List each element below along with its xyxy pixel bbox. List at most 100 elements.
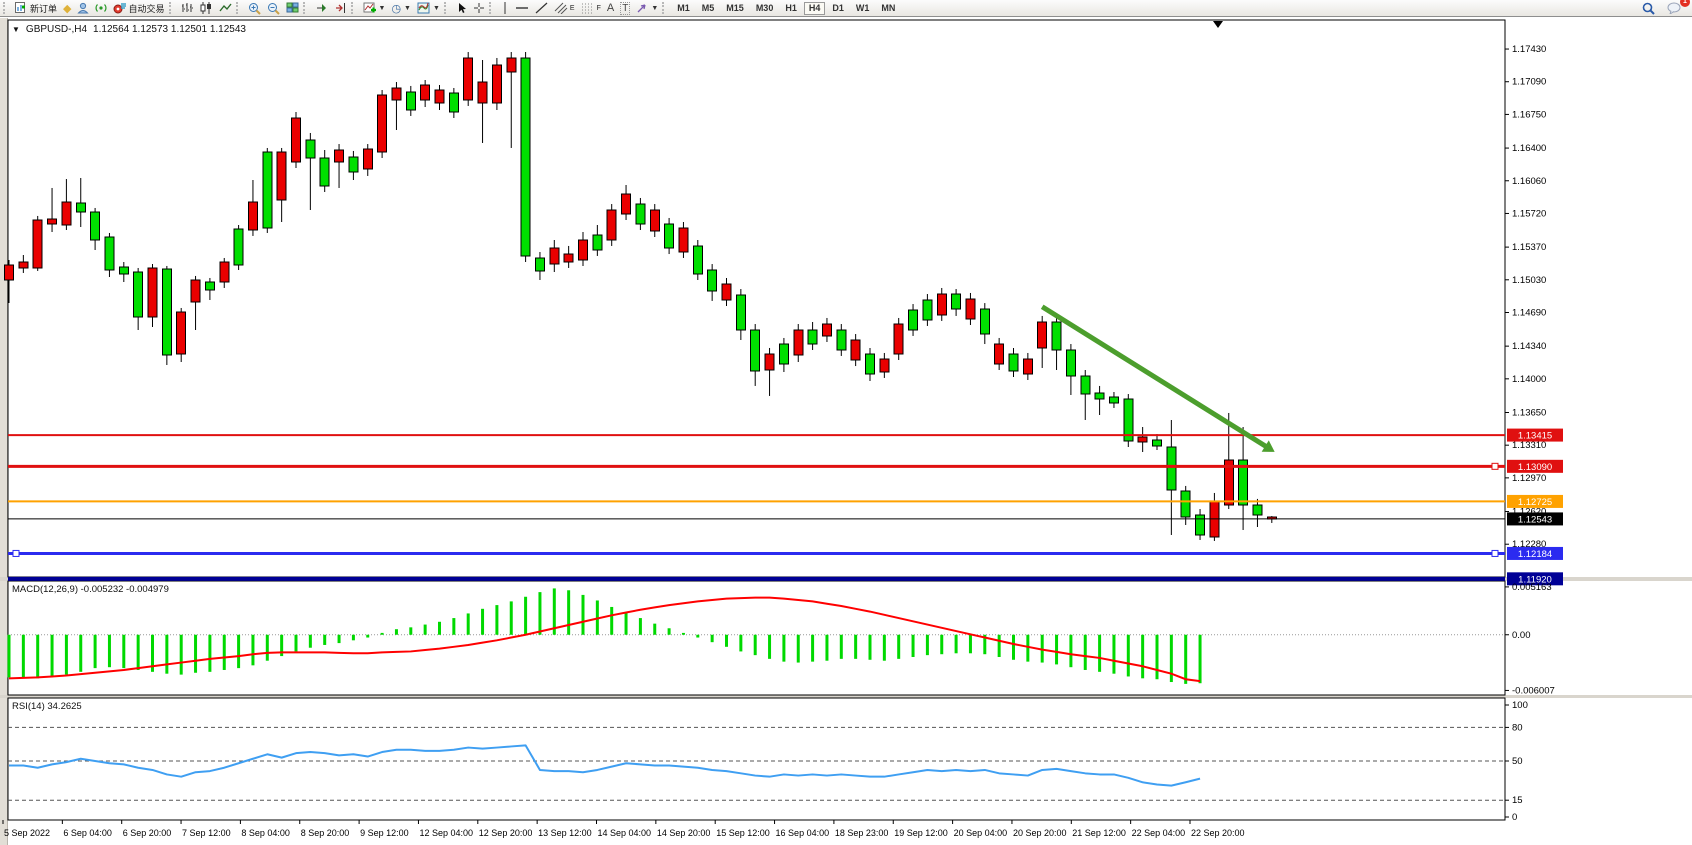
chart-shift-marker[interactable] — [1213, 21, 1223, 28]
toolbar-grip[interactable] — [302, 2, 309, 14]
date-label: 7 Sep 12:00 — [182, 828, 231, 838]
candle — [334, 149, 345, 163]
candle — [420, 84, 431, 101]
templates-button[interactable]: ▼ — [414, 1, 443, 16]
toolbar-grip[interactable] — [488, 2, 495, 14]
rsi-line — [9, 744, 1201, 787]
toolbar-grip[interactable] — [235, 2, 242, 14]
indicators-button[interactable]: ▼ — [360, 1, 389, 16]
market-button[interactable] — [74, 1, 92, 16]
date-label: 22 Sep 20:00 — [1191, 828, 1245, 838]
timeframe-button-m30[interactable]: M30 — [755, 2, 774, 13]
candlestick-type-button[interactable] — [197, 1, 216, 16]
chart-area[interactable]: 1.17430 1.17090 1.16750 1.16400 1.16060 1.157… — [0, 18, 1692, 845]
chart-shift-button[interactable] — [331, 1, 350, 16]
candle — [1137, 436, 1148, 443]
label-tool-button[interactable]: T — [617, 1, 633, 16]
date-label: 14 Sep 20:00 — [657, 828, 711, 838]
zoom-out-button[interactable] — [264, 1, 283, 16]
candle — [319, 157, 330, 187]
timeframe-button-h4[interactable]: H4 — [803, 1, 826, 15]
cursor-tool-button[interactable] — [453, 1, 470, 16]
symbol-dropdown-caret[interactable]: ▼ — [12, 25, 20, 34]
candle — [477, 81, 488, 104]
vline-tool-button[interactable] — [498, 1, 512, 16]
tile-windows-button[interactable] — [283, 1, 302, 16]
trend-arrow-head[interactable] — [1261, 440, 1275, 452]
price-axis[interactable] — [1505, 18, 1692, 820]
timeframe-button-m15[interactable]: M15 — [726, 2, 744, 13]
periods-button[interactable]: ◷ ▼ — [388, 1, 414, 16]
toolbar-grip[interactable] — [443, 2, 450, 14]
candle — [161, 268, 172, 356]
arrows-tool-button[interactable]: ▼ — [633, 1, 661, 16]
new-order-label: 新订单 — [30, 3, 58, 14]
signal-icon — [96, 4, 107, 12]
timeframe-button-m1[interactable]: M1 — [677, 2, 690, 13]
date-axis[interactable] — [0, 822, 1692, 845]
auto-scroll-button[interactable] — [312, 1, 331, 16]
date-label: 20 Sep 20:00 — [1013, 828, 1067, 838]
dropdown-caret: ▼ — [378, 4, 386, 12]
trend-arrow[interactable] — [1040, 304, 1270, 450]
dropdown-caret: ▼ — [651, 4, 659, 12]
line-chart-type-button[interactable] — [216, 1, 235, 16]
new-order-icon — [15, 2, 25, 13]
candle — [807, 329, 818, 345]
auto-trading-button[interactable]: 自动交易 — [110, 1, 167, 16]
candle — [391, 87, 402, 101]
toolbar-grip[interactable] — [662, 2, 668, 14]
candle — [1195, 514, 1206, 536]
auto-scroll-icon — [316, 4, 326, 12]
chart-canvas[interactable]: 1.17430 1.17090 1.16750 1.16400 1.16060 1.157… — [0, 18, 1692, 845]
macd-signal-line — [8, 596, 1201, 683]
candle — [247, 201, 258, 231]
candle — [491, 64, 502, 104]
candle — [793, 329, 804, 356]
level-handle[interactable] — [1491, 549, 1499, 557]
price-tick-label: 1.17430 — [1512, 44, 1546, 55]
timeframe-button-m5[interactable]: M5 — [701, 2, 715, 13]
price-tick-label: 1.17090 — [1512, 77, 1546, 88]
crosshair-tool-button[interactable] — [470, 1, 488, 16]
timeframe-button-d1[interactable]: D1 — [832, 2, 844, 13]
pane-separator[interactable] — [0, 695, 1692, 698]
timeframe-button-h1[interactable]: H1 — [785, 2, 797, 13]
notifications-button[interactable]: 1 — [1664, 0, 1690, 16]
toolbar-grip[interactable] — [168, 2, 175, 14]
candle — [1022, 358, 1033, 375]
metaeditor-button[interactable]: ◆ — [60, 1, 74, 16]
price-tick-label: 1.14690 — [1512, 307, 1546, 318]
candle — [305, 139, 316, 159]
candle — [922, 299, 933, 321]
price-tick-label: 1.16400 — [1512, 143, 1546, 154]
price-tag — [1507, 459, 1563, 473]
candle — [61, 201, 72, 226]
candle — [936, 293, 947, 316]
toolbar-grip[interactable] — [350, 2, 357, 14]
crosshair-icon — [473, 3, 484, 13]
text-tool-button[interactable]: A — [604, 1, 617, 16]
toolbar-grip[interactable] — [3, 2, 9, 14]
candle — [994, 343, 1005, 365]
level-handle[interactable] — [1491, 462, 1499, 470]
channel-tool-button[interactable]: E — [551, 1, 578, 16]
timeframe-button-w1[interactable]: W1 — [855, 2, 870, 13]
signals-button[interactable] — [92, 1, 110, 16]
candle — [1123, 398, 1134, 442]
timeframe-button-mn[interactable]: MN — [881, 2, 896, 13]
candle — [233, 228, 244, 266]
level-handle[interactable] — [12, 549, 20, 557]
price-tick-label: 1.16750 — [1512, 109, 1546, 120]
hline-tool-button[interactable] — [512, 1, 532, 16]
search-button[interactable] — [1639, 1, 1658, 16]
candle — [865, 353, 875, 375]
candle — [377, 94, 388, 153]
zoom-in-button[interactable] — [245, 1, 264, 16]
fibonacci-tool-button[interactable]: F — [578, 1, 604, 16]
bar-chart-type-button[interactable] — [178, 1, 197, 16]
new-order-button[interactable]: 新订单 — [12, 1, 60, 16]
candle — [549, 247, 560, 265]
trendline-tool-button[interactable] — [532, 1, 551, 16]
price-tag-label: 1.13090 — [1518, 462, 1552, 473]
